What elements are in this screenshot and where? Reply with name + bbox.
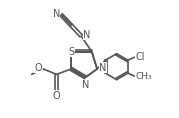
Text: N: N [82,80,89,90]
Text: O: O [35,63,42,73]
Text: CH₃: CH₃ [136,72,152,81]
Text: N: N [83,30,91,40]
Text: N: N [99,63,107,73]
Text: Cl: Cl [136,52,145,62]
Text: O: O [52,91,60,101]
Text: S: S [68,47,74,57]
Text: N: N [53,9,60,19]
